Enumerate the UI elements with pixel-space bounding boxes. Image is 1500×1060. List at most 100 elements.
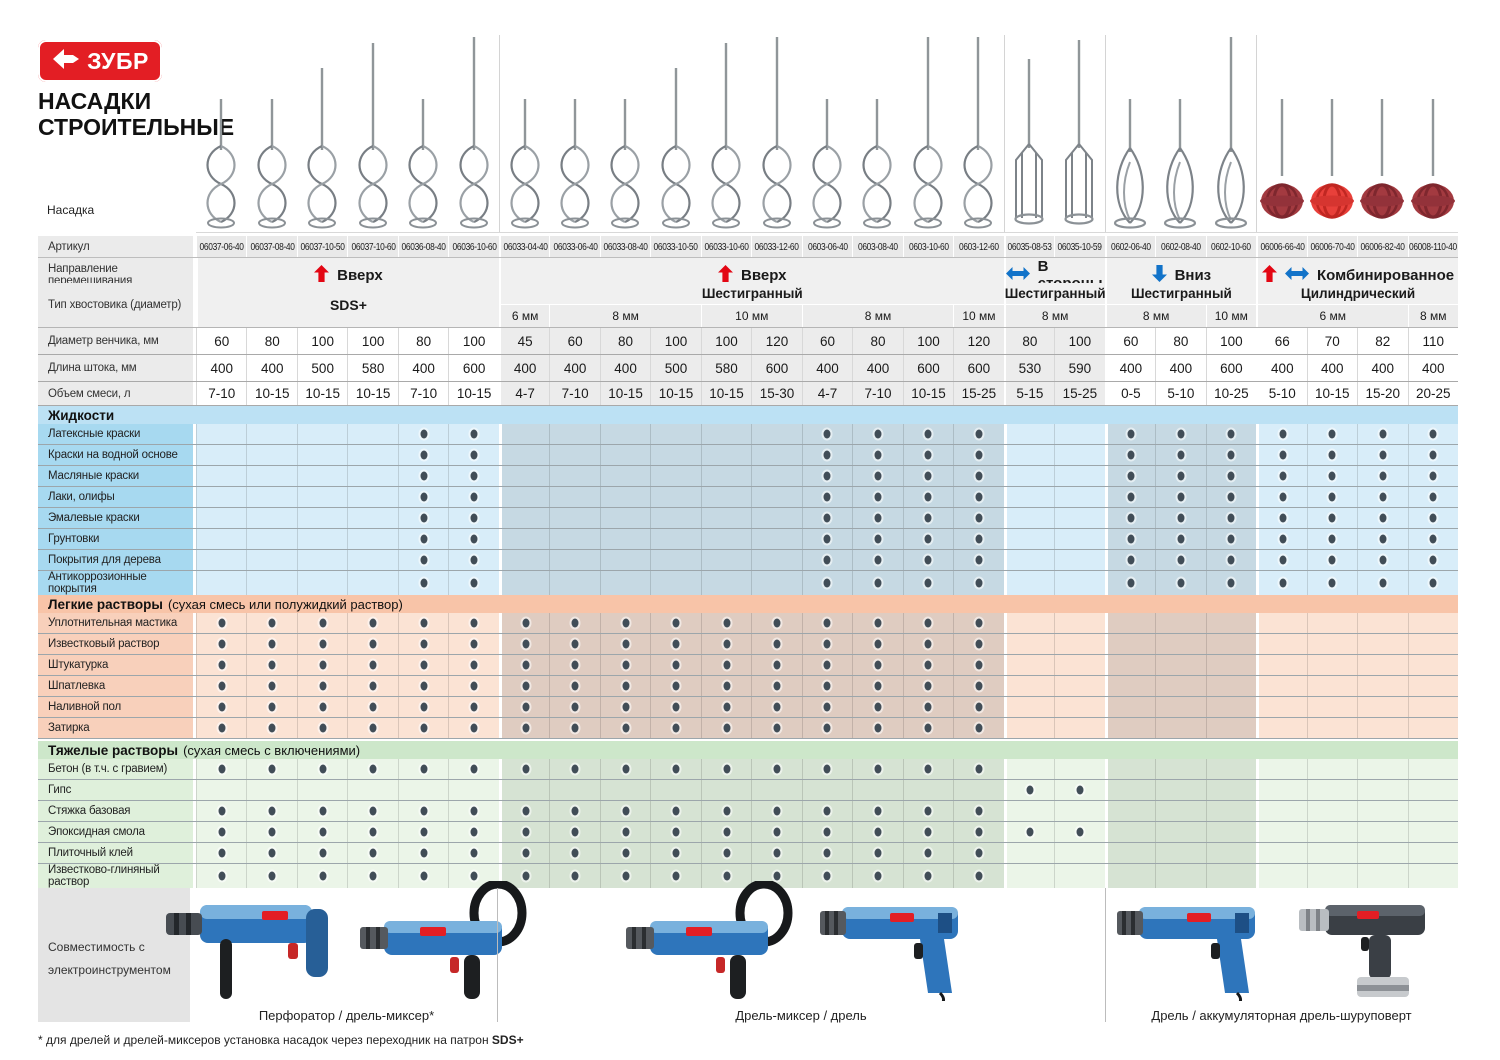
matrix-cell <box>953 634 1004 654</box>
matrix-cell <box>599 843 651 863</box>
matrix-cell <box>1104 613 1156 633</box>
matrix-cell <box>1104 550 1156 570</box>
matrix-cell <box>448 424 499 444</box>
matrix-cell <box>1357 529 1408 549</box>
matrix-cell <box>397 864 449 888</box>
matrix-cell <box>751 550 802 570</box>
material-label: Грунтовки <box>38 529 196 549</box>
dot-marker <box>924 555 932 565</box>
matrix-cell <box>650 634 701 654</box>
matrix-cell <box>751 822 802 842</box>
dot-marker <box>369 871 377 881</box>
matrix-cell <box>1054 487 1105 507</box>
matrix-cell <box>246 550 297 570</box>
length-cell: 400 <box>1306 355 1358 381</box>
volume-cell: 5-10 <box>1155 382 1206 405</box>
article-cell: 06037-10-50 <box>296 236 348 257</box>
matrix-cell <box>549 508 600 528</box>
matrix-cell <box>650 822 701 842</box>
matrix-cell <box>448 801 499 821</box>
dot-marker <box>1026 785 1034 795</box>
shank-size-cell: 8 мм <box>1407 305 1458 327</box>
matrix-cell <box>751 634 802 654</box>
dot-marker <box>369 764 377 774</box>
mixer-image <box>1104 35 1155 232</box>
matrix-cell <box>347 780 398 800</box>
mixer-image <box>1054 35 1104 232</box>
matrix-cell <box>498 759 550 779</box>
matrix-cell <box>347 676 398 696</box>
diameter-cell: 80 <box>397 328 449 354</box>
matrix-cell <box>196 697 247 717</box>
dot-marker <box>924 513 932 523</box>
matrix-cell <box>1407 676 1458 696</box>
matrix-cell <box>1357 759 1408 779</box>
material-label: Известково-глиняный раствор <box>38 864 196 888</box>
cordless-screwdriver-image <box>1298 891 1447 1006</box>
matrix-cell <box>599 466 651 486</box>
matrix-cell <box>1357 655 1408 675</box>
matrix-cell <box>1104 718 1156 738</box>
dot-marker <box>218 848 226 858</box>
dot-marker <box>1379 578 1387 588</box>
dot-marker <box>420 848 428 858</box>
mixer-image <box>196 35 246 232</box>
shank-type-cell: Цилиндрический <box>1256 283 1458 305</box>
diameter-cell: 100 <box>700 328 752 354</box>
matrix-cell <box>801 508 853 528</box>
matrix-cell <box>397 445 449 465</box>
dot-marker <box>1328 429 1336 439</box>
volume-cell: 10-15 <box>1306 382 1358 405</box>
dot-marker <box>1177 450 1185 460</box>
diameter-cell: 100 <box>1205 328 1257 354</box>
matrix-cell <box>1407 718 1458 738</box>
matrix-cell <box>1306 550 1358 570</box>
matrix-cell <box>1104 445 1156 465</box>
logo-text: ЗУБР <box>87 47 149 74</box>
dot-marker <box>571 871 579 881</box>
matrix-cell <box>1054 550 1105 570</box>
matrix-cell <box>1054 529 1105 549</box>
dot-marker <box>1279 513 1287 523</box>
dot-marker <box>924 764 932 774</box>
matrix-cell <box>549 634 600 654</box>
matrix-cell <box>599 487 651 507</box>
diameter-cell: 80 <box>1003 328 1055 354</box>
dot-marker <box>470 471 478 481</box>
arrow-up-red-icon <box>718 264 734 286</box>
length-cell: 600 <box>953 355 1004 381</box>
volume-cell: 0-5 <box>1104 382 1156 405</box>
dot-marker <box>723 639 731 649</box>
dot-marker <box>1177 513 1185 523</box>
matrix-cell <box>1256 634 1307 654</box>
matrix-cell <box>1205 571 1257 595</box>
dot-marker <box>1328 534 1336 544</box>
matrix-cell <box>549 487 600 507</box>
mixer-image <box>549 35 599 232</box>
mixer-image <box>498 35 549 232</box>
matrix-cell <box>700 822 752 842</box>
matrix-cell <box>1054 445 1105 465</box>
matrix-cell <box>246 529 297 549</box>
matrix-cell <box>801 571 853 595</box>
dot-marker <box>975 806 983 816</box>
diameter-cell: 100 <box>347 328 398 354</box>
matrix-cell <box>448 529 499 549</box>
matrix-cell <box>650 864 701 888</box>
matrix-cell <box>801 718 853 738</box>
matrix-cell <box>1205 529 1257 549</box>
material-label: Стяжка базовая <box>38 801 196 821</box>
material-row: Плиточный клей <box>38 843 1458 864</box>
matrix-cell <box>397 424 449 444</box>
matrix-cell <box>953 466 1004 486</box>
length-row: Длина штока, мм 400 400 500 580 400 600 400 400 4… <box>38 355 1458 382</box>
mixer-image <box>297 35 347 232</box>
article-number: 0603-12-60 <box>959 240 999 253</box>
dot-marker <box>218 660 226 670</box>
article-number: 0602-06-40 <box>1110 240 1151 253</box>
matrix-cell <box>1256 697 1307 717</box>
dot-marker <box>622 827 630 837</box>
matrix-cell <box>801 424 853 444</box>
dot-marker <box>218 764 226 774</box>
dot-marker <box>975 492 983 502</box>
